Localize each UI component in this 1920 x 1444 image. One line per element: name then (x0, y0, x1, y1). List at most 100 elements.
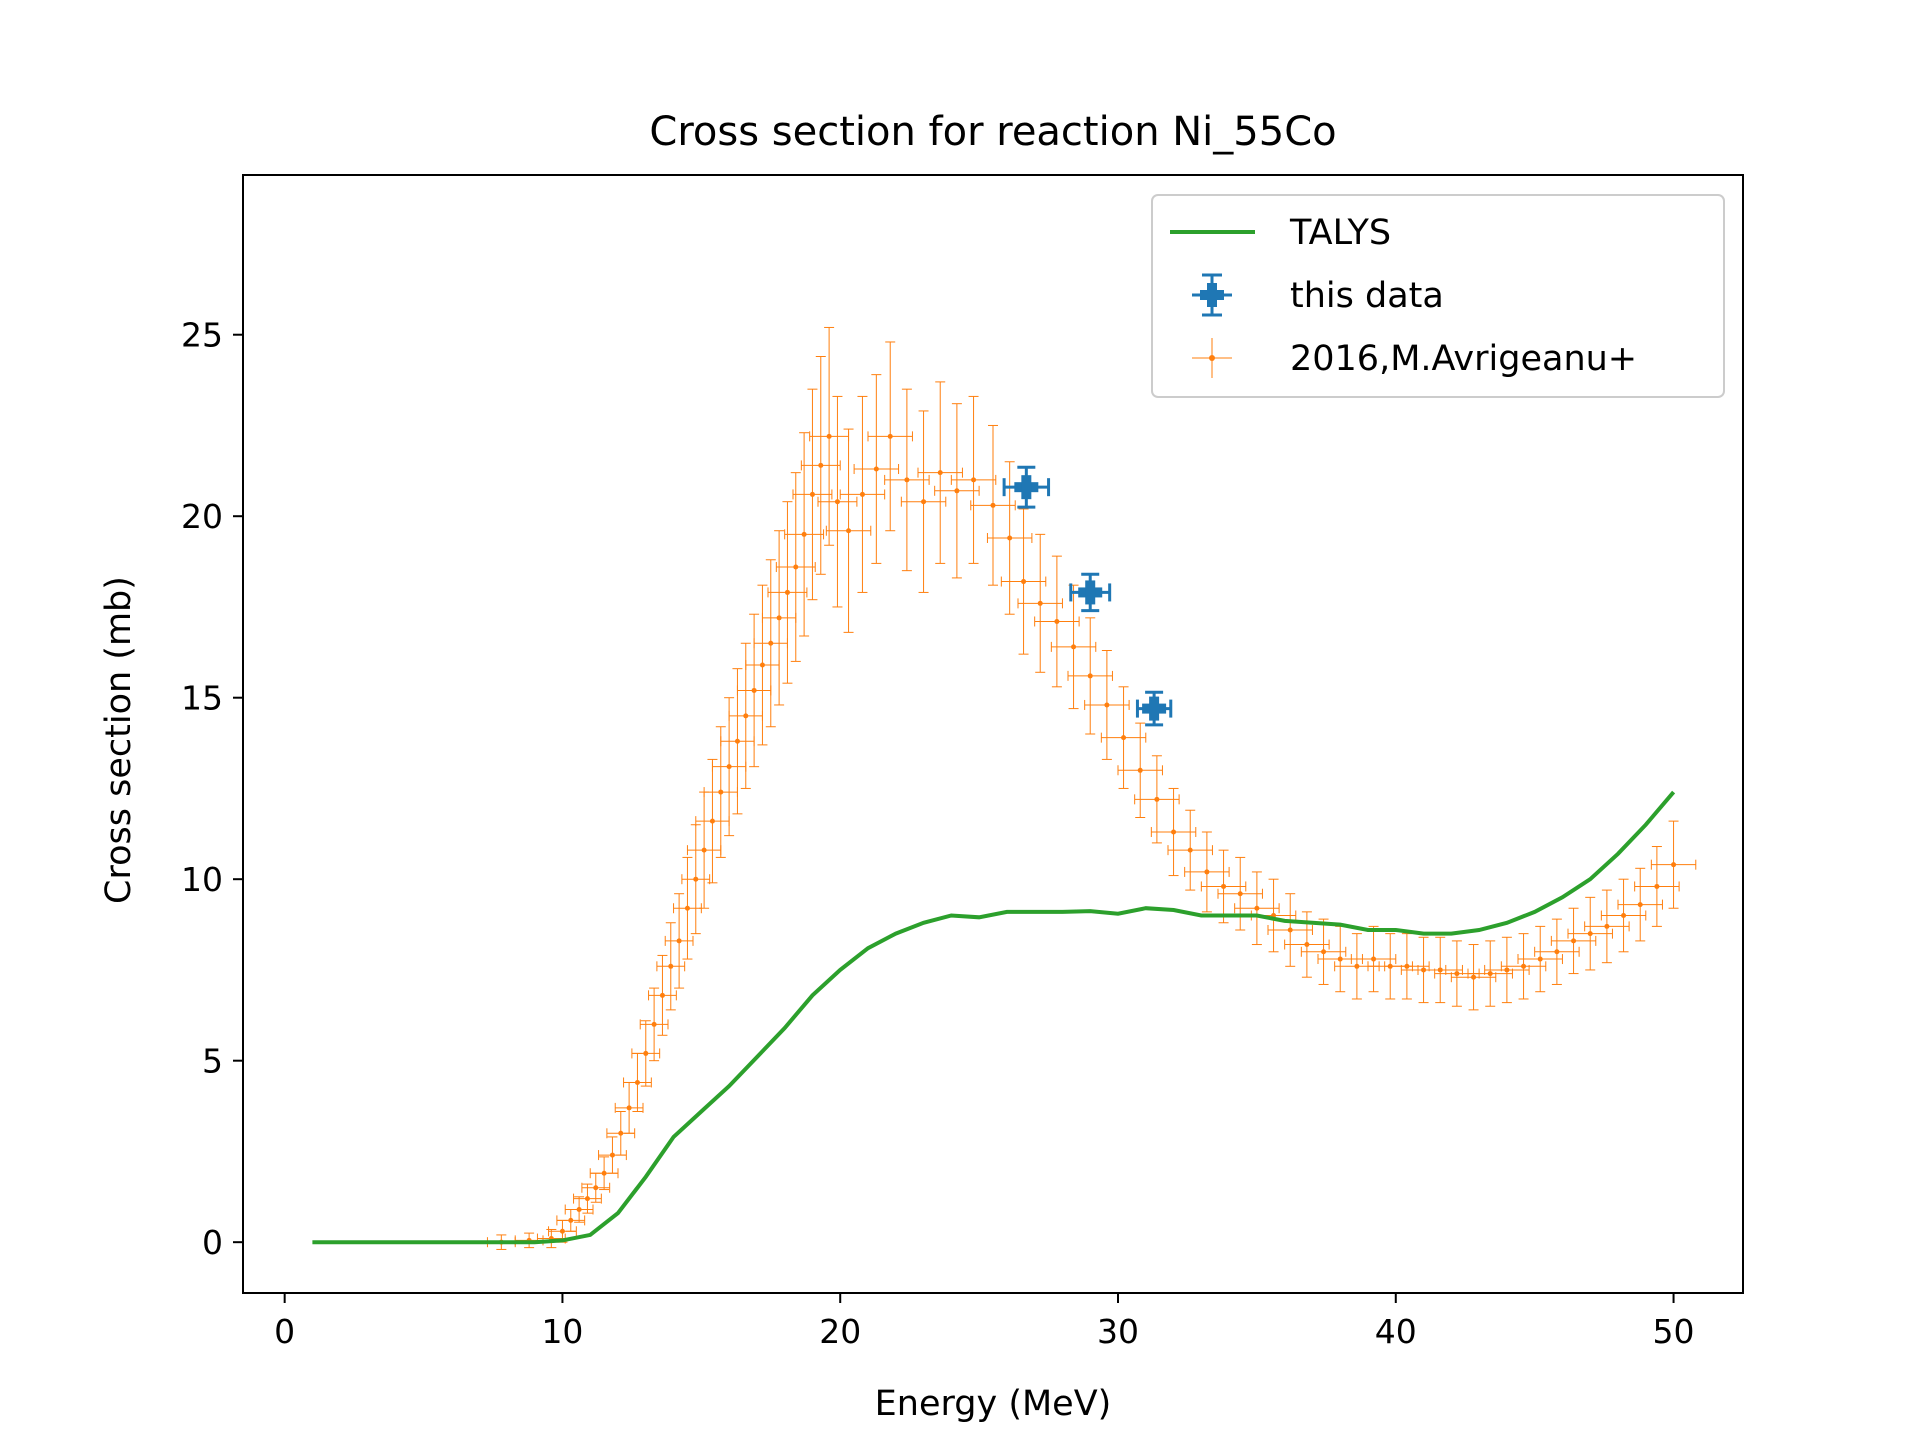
legend-label: 2016,M.Avrigeanu+ (1290, 339, 1637, 379)
avrigeanu-marker (1437, 967, 1443, 973)
avrigeanu-data-point (784, 432, 825, 637)
avrigeanu-marker (818, 462, 824, 468)
avrigeanu-data-point (1467, 940, 1513, 1007)
avrigeanu-marker (676, 938, 682, 944)
avrigeanu-marker (1371, 956, 1377, 962)
avrigeanu-data-point (606, 1111, 636, 1156)
avrigeanu-marker (1104, 702, 1110, 708)
avrigeanu-marker (559, 1228, 565, 1234)
avrigeanu-marker (609, 1152, 615, 1158)
avrigeanu-marker (1121, 735, 1127, 741)
avrigeanu-marker (801, 531, 807, 537)
avrigeanu-data-point (867, 341, 913, 532)
avrigeanu-data-point (1167, 809, 1213, 891)
avrigeanu-data-point (664, 893, 694, 989)
avrigeanu-data-point (1600, 878, 1647, 953)
avrigeanu-data-point (1550, 907, 1597, 975)
plot-area (312, 326, 1697, 1250)
avrigeanu-data-point (809, 326, 850, 546)
avrigeanu-marker (1454, 971, 1460, 977)
avrigeanu-data-point (656, 922, 686, 1011)
avrigeanu-data-point (884, 388, 930, 572)
avrigeanu-marker (1621, 912, 1627, 918)
avrigeanu-data-point (1034, 555, 1080, 688)
this-data-point (1135, 690, 1173, 727)
y-tick-label: 10 (181, 860, 223, 899)
avrigeanu-data-point (1634, 846, 1680, 927)
avrigeanu-data-point (573, 1183, 602, 1214)
x-tick-label: 0 (274, 1312, 295, 1351)
avrigeanu-data-point (1267, 893, 1313, 967)
x-axis-label: Energy (MeV) (875, 1384, 1112, 1424)
avrigeanu-data-point (1450, 944, 1497, 1011)
avrigeanu-marker (1204, 869, 1210, 875)
avrigeanu-data-point (623, 1052, 652, 1113)
avrigeanu-marker (709, 818, 715, 824)
avrigeanu-marker (1321, 949, 1327, 955)
this-data-marker-v (1149, 696, 1160, 721)
x-tick-label: 40 (1375, 1312, 1417, 1351)
avrigeanu-marker (1337, 956, 1343, 962)
avrigeanu-marker (1254, 905, 1260, 911)
avrigeanu-marker (584, 1196, 590, 1202)
avrigeanu-marker (834, 499, 840, 505)
avrigeanu-data-point (1300, 918, 1347, 985)
avrigeanu-data-point (1117, 722, 1163, 818)
avrigeanu-data-point (1517, 925, 1563, 993)
y-tick-label: 25 (181, 316, 223, 355)
avrigeanu-data-point (1617, 867, 1663, 942)
legend-label: this data (1290, 276, 1444, 316)
avrigeanu-marker (859, 491, 865, 497)
avrigeanu-marker (1404, 963, 1410, 969)
avrigeanu-marker (1221, 883, 1227, 889)
avrigeanu-marker (1654, 883, 1660, 889)
avrigeanu-data-point (639, 987, 669, 1062)
y-axis-label: Cross section (mb) (99, 576, 139, 904)
avrigeanu-marker (921, 499, 927, 505)
avrigeanu-marker (726, 764, 732, 770)
avrigeanu-data-point (1067, 617, 1113, 735)
avrigeanu-data-point (1084, 650, 1130, 760)
avrigeanu-data-point (564, 1196, 594, 1223)
avrigeanu-marker (576, 1207, 582, 1213)
y-tick-label: 20 (181, 497, 223, 536)
avrigeanu-data-point (800, 355, 841, 575)
x-tick-label: 10 (541, 1312, 583, 1351)
avrigeanu-marker (1007, 535, 1013, 541)
avrigeanu-data-point (950, 395, 997, 564)
avrigeanu-marker (954, 488, 960, 494)
avrigeanu-marker (809, 491, 815, 497)
avrigeanu-data-point (1200, 849, 1247, 924)
avrigeanu-marker (651, 1021, 657, 1027)
avrigeanu-data-point (745, 584, 780, 746)
avrigeanu-data-point (1184, 831, 1230, 913)
avrigeanu-marker (1071, 644, 1077, 650)
avrigeanu-data-point (1234, 871, 1280, 946)
avrigeanu-marker (1537, 956, 1543, 962)
avrigeanu-marker (887, 433, 893, 439)
avrigeanu-marker (1571, 938, 1577, 944)
avrigeanu-data-point (900, 410, 947, 593)
avrigeanu-data-point (839, 395, 886, 593)
avrigeanu-marker (1587, 931, 1593, 937)
avrigeanu-marker (701, 847, 707, 853)
avrigeanu-data-point (673, 856, 702, 960)
avrigeanu-marker (1521, 963, 1527, 969)
legend-avrigeanu-marker (1209, 355, 1215, 361)
avrigeanu-data-point (1000, 508, 1047, 655)
legend: TALYS this data 2016,M.Avrigeanu+ (1151, 194, 1725, 398)
avrigeanu-marker (768, 640, 774, 646)
avrigeanu-data-point (1650, 820, 1697, 909)
avrigeanu-marker (759, 662, 765, 668)
avrigeanu-marker (937, 470, 943, 476)
avrigeanu-marker (1504, 967, 1510, 973)
avrigeanu-marker (751, 687, 757, 693)
avrigeanu-marker (718, 789, 724, 795)
chart-title: Cross section for reaction Ni_55Co (649, 109, 1336, 155)
avrigeanu-data-point (648, 954, 677, 1036)
avrigeanu-marker (1287, 927, 1293, 933)
avrigeanu-marker (971, 477, 977, 483)
avrigeanu-marker (1171, 829, 1177, 835)
